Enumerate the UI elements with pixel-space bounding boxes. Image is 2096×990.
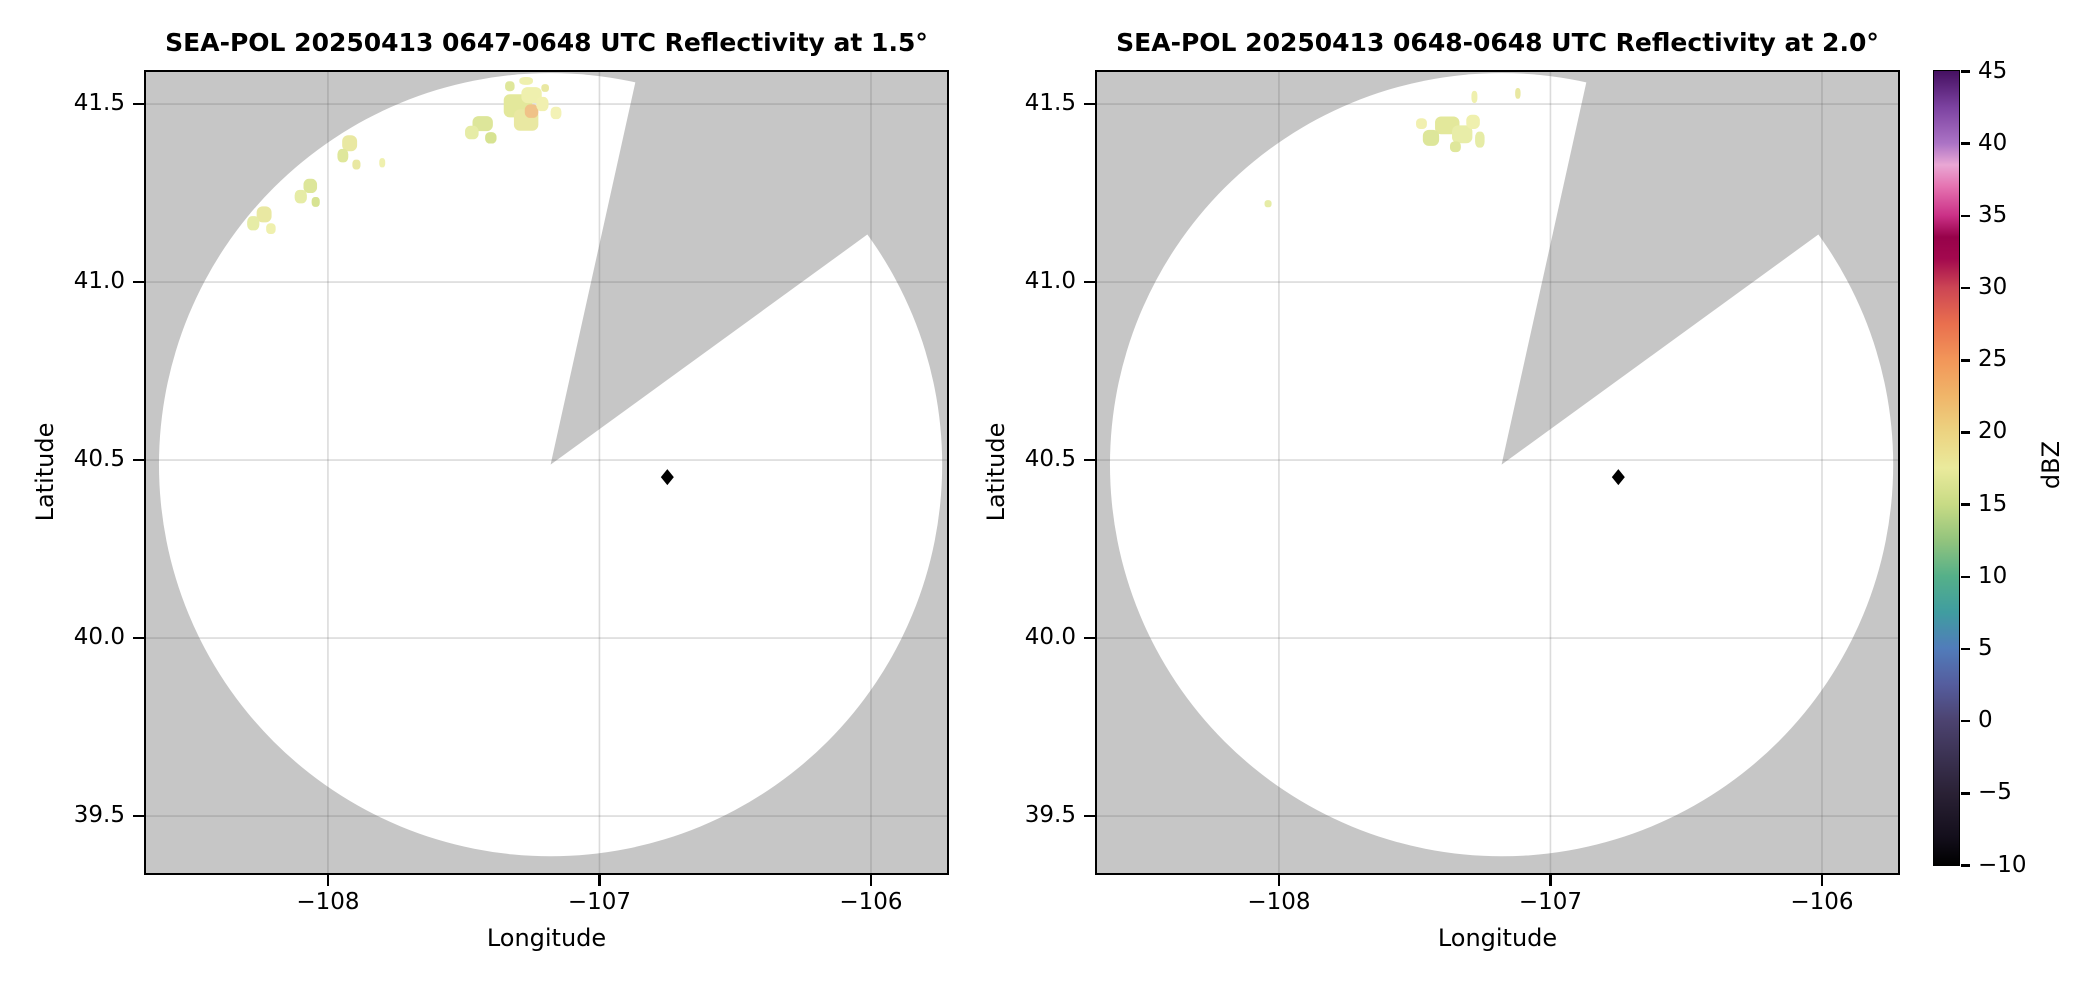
reflectivity-echo: [256, 206, 272, 223]
y-axis-tick-label: 41.0: [1024, 268, 1076, 295]
reflectivity-echo: [1449, 141, 1461, 153]
right-xaxis-label: Longitude: [1437, 924, 1558, 952]
colorbar-tick: [1961, 575, 1970, 579]
y-axis-tick: [1084, 458, 1095, 462]
reflectivity-echo: [379, 158, 386, 168]
reflectivity-echo: [311, 196, 320, 207]
colorbar-tick-label: 25: [1978, 346, 2008, 373]
reflectivity-echo: [524, 104, 539, 118]
colorbar-tick: [1961, 142, 1970, 145]
colorbar-tick-label: 20: [1978, 418, 2008, 445]
x-axis-tick-label: −107: [1518, 889, 1583, 915]
y-axis-tick: [133, 458, 144, 462]
colorbar-tick-label: 40: [1978, 129, 2008, 156]
reflectivity-echo: [541, 84, 549, 92]
reflectivity-echo: [342, 135, 358, 152]
x-axis-tick-label: −106: [1790, 889, 1854, 915]
x-axis-tick: [1277, 875, 1281, 886]
reflectivity-echo: [1515, 88, 1521, 99]
y-axis-tick-label: 41.5: [1024, 90, 1076, 117]
x-axis-tick: [1820, 875, 1824, 886]
x-axis-tick-label: −107: [567, 889, 632, 915]
y-axis-tick: [1084, 636, 1095, 640]
y-axis-tick-label: 39.5: [73, 802, 125, 829]
y-axis-tick-label: 40.0: [73, 624, 125, 651]
y-axis-tick: [133, 814, 144, 818]
y-axis-tick-label: 40.0: [1024, 624, 1076, 651]
colorbar-tick: [1961, 719, 1970, 723]
reflectivity-echo: [1475, 131, 1485, 148]
reflectivity-echo: [519, 76, 533, 85]
left-radar-map: [144, 70, 949, 875]
y-axis-tick: [133, 102, 144, 106]
left-xaxis-label: Longitude: [486, 924, 607, 952]
y-axis-tick-label: 40.5: [1024, 446, 1076, 473]
y-axis-tick-label: 41.0: [73, 268, 125, 295]
y-axis-tick: [1084, 280, 1095, 284]
colorbar-tick-label: −5: [1978, 779, 2012, 806]
x-axis-tick: [598, 875, 601, 886]
colorbar-tick: [1961, 70, 1970, 73]
reflectivity-echo: [1452, 125, 1473, 144]
reflectivity-echo: [247, 216, 260, 231]
y-axis-tick-label: 39.5: [1024, 802, 1076, 829]
colorbar-tick-label: 5: [1978, 634, 1993, 661]
colorbar-tick: [1961, 359, 1970, 362]
colorbar-tick-label: 0: [1978, 707, 1993, 734]
reflectivity-echo: [465, 125, 479, 140]
reflectivity-echo: [266, 223, 276, 234]
colorbar-tick-label: 15: [1978, 490, 2008, 517]
reflectivity-echo: [303, 178, 318, 194]
colorbar-tick-label: 30: [1978, 274, 2008, 301]
colorbar-tick-label: −10: [1978, 851, 2027, 878]
reflectivity-echo: [337, 148, 349, 163]
x-axis-tick: [1549, 875, 1552, 886]
colorbar-tick: [1961, 864, 1970, 867]
x-axis-tick-label: −108: [1247, 889, 1311, 915]
site-marker-diamond: [660, 469, 674, 486]
y-axis-tick: [1084, 102, 1095, 106]
colorbar-tick-label: 35: [1978, 201, 2008, 228]
colorbar-tick: [1961, 214, 1970, 218]
colorbar-tick: [1961, 792, 1970, 795]
reflectivity-echo: [294, 189, 307, 204]
colorbar-tick: [1961, 503, 1970, 506]
reflectivity-echo: [1264, 200, 1272, 208]
reflectivity-echo: [521, 87, 542, 104]
y-axis-tick: [1084, 814, 1095, 818]
y-axis-tick-label: 40.5: [73, 446, 125, 473]
x-axis-tick: [869, 875, 873, 886]
y-axis-tick: [133, 280, 144, 284]
blocked-sector-wedge: [1501, 72, 1898, 465]
reflectivity-echo: [1416, 118, 1427, 129]
colorbar-tick: [1961, 431, 1970, 434]
reflectivity-echo: [536, 96, 549, 112]
reflectivity-echo: [472, 116, 493, 132]
x-axis-tick-label: −108: [296, 889, 360, 915]
reflectivity-echo: [1466, 114, 1480, 129]
reflectivity-echo: [505, 81, 515, 92]
reflectivity-echo: [550, 106, 562, 120]
right-plot-title: SEA-POL 20250413 0648-0648 UTC Reflectiv…: [1116, 28, 1879, 57]
x-axis-tick: [326, 875, 330, 886]
blocked-sector-wedge: [550, 72, 947, 465]
reflectivity-echo: [352, 159, 361, 170]
reflectivity-echo: [1422, 129, 1440, 146]
left-plot-title: SEA-POL 20250413 0647-0648 UTC Reflectiv…: [165, 28, 928, 57]
colorbar-tick-label: 45: [1978, 57, 2008, 84]
y-axis-tick: [133, 636, 144, 640]
colorbar-tick-label: 10: [1978, 562, 2008, 589]
y-axis-tick-label: 41.5: [73, 90, 125, 117]
site-marker-diamond: [1611, 469, 1625, 486]
colorbar-axis-label: dBZ: [2037, 440, 2065, 490]
x-axis-tick-label: −106: [839, 889, 903, 915]
reflectivity-echo: [485, 132, 497, 144]
right-radar-map: [1095, 70, 1900, 875]
colorbar-tick: [1961, 286, 1970, 290]
colorbar-tick: [1961, 647, 1970, 651]
colorbar: [1933, 70, 1960, 866]
reflectivity-echo: [1471, 90, 1478, 103]
